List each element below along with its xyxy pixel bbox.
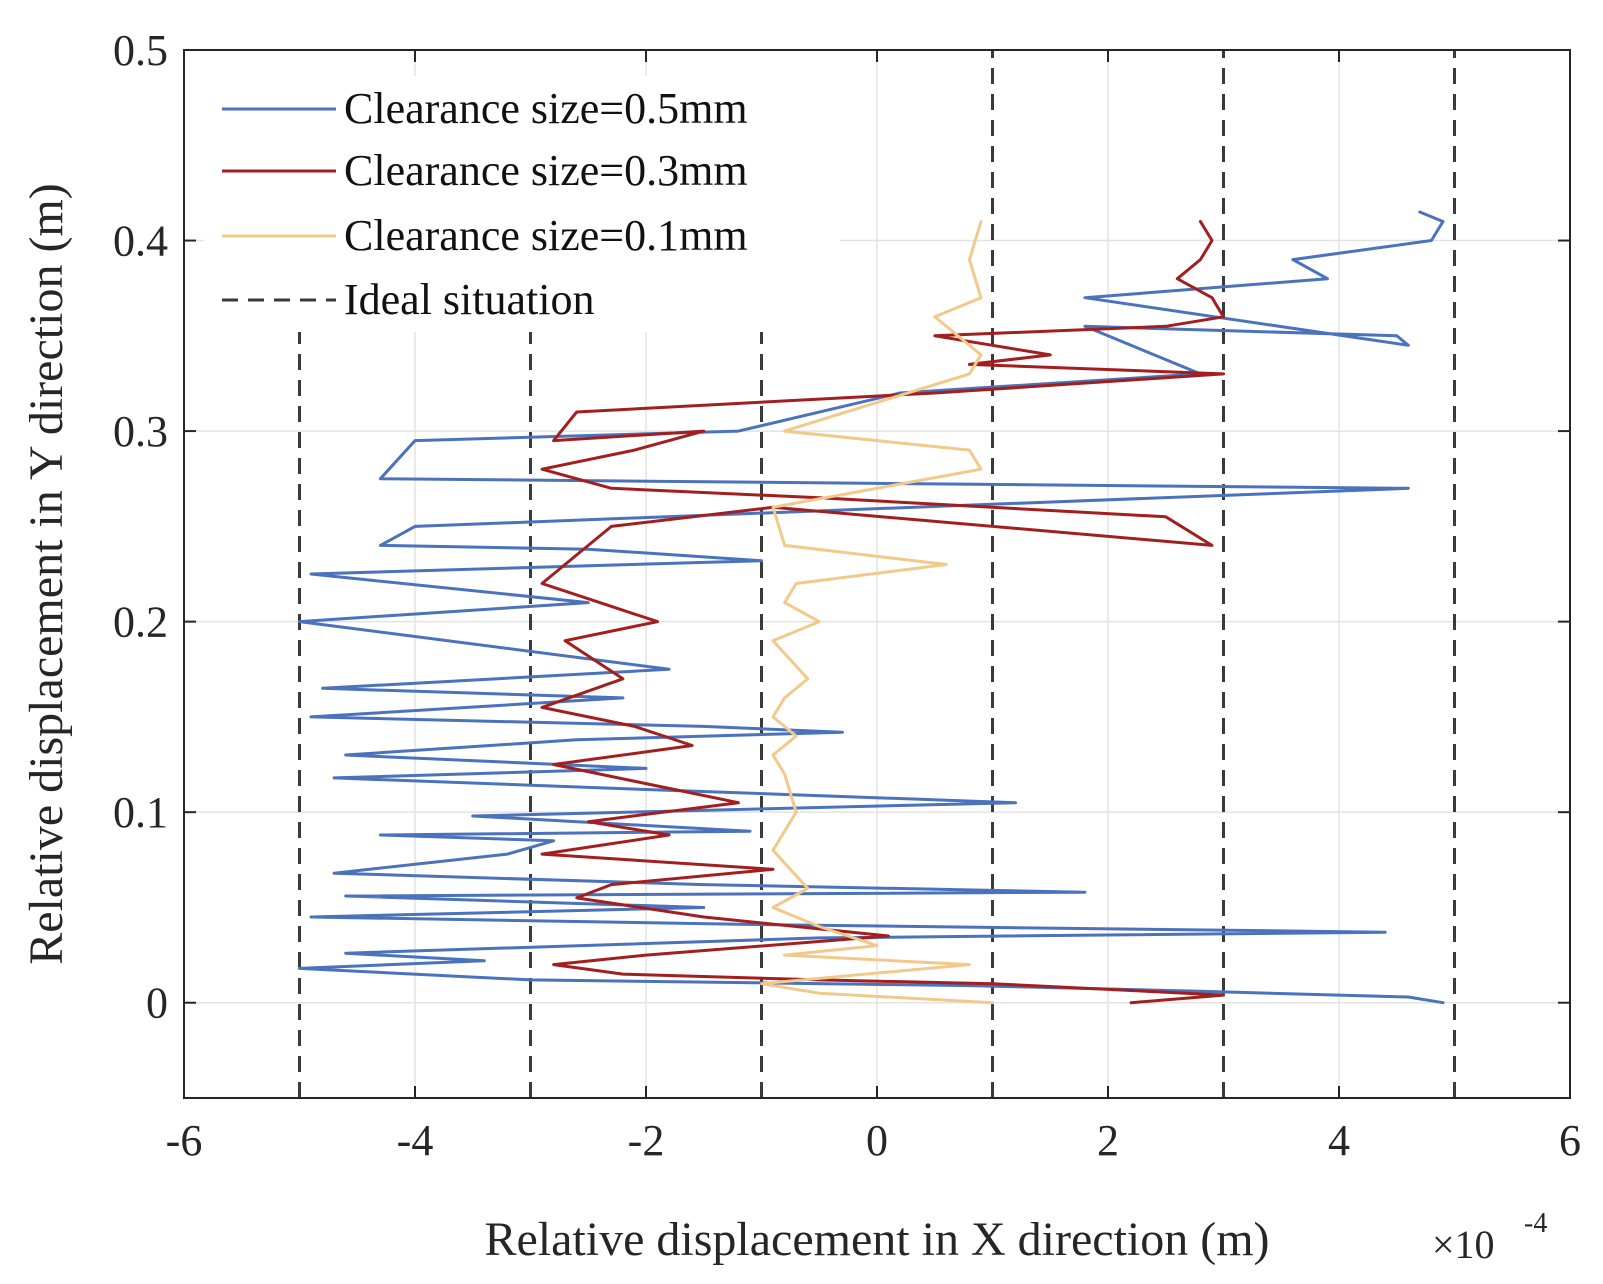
y-tick-label: 0.3 [113,407,168,456]
x-tick-label: 2 [1097,1116,1119,1165]
y-tick-label: 0.5 [113,26,168,75]
series-line-0.3mm [540,220,1225,1005]
x-tick-label: -6 [166,1116,203,1165]
legend: Clearance size=0.5mm Clearance size=0.3m… [204,76,840,332]
legend-box [204,76,840,332]
legend-item: Clearance size=0.5mm [222,84,748,133]
x-exponent: ×10 -4 [1432,1208,1547,1267]
x-tick-label: -4 [397,1116,434,1165]
x-exponent-base: ×10 [1432,1222,1495,1267]
series-line-0.5mm [298,210,1445,1005]
legend-label: Clearance size=0.5mm [344,84,748,133]
tick-labels: -6 -4 -2 0 2 4 6 0 0.1 0.2 0.3 0.4 0.5 [113,26,1581,1165]
legend-item: Clearance size=0.3mm [222,146,748,195]
y-tick-label: 0.2 [113,598,168,647]
legend-item: Clearance size=0.1mm [222,211,748,260]
x-tick-label: 6 [1559,1116,1581,1165]
series-line-0.1mm [760,220,994,1005]
y-tick-label: 0.1 [113,788,168,837]
legend-item: Ideal situation [222,275,595,324]
y-axis-label: Relative displacement in Y direction (m) [20,183,73,965]
y-tick-label: 0.4 [113,217,168,266]
legend-label: Ideal situation [344,275,595,324]
ideal-situation-lines [298,50,1456,1098]
legend-label: Clearance size=0.1mm [344,211,748,260]
x-axis-label: Relative displacement in X direction (m) [484,1213,1269,1266]
x-tick-label: -2 [628,1116,665,1165]
x-tick-label: 0 [866,1116,888,1165]
ticks [183,49,1571,1098]
series-lines [298,210,1445,1005]
y-tick-label: 0 [146,979,168,1028]
legend-label: Clearance size=0.3mm [344,146,748,195]
x-exponent-power: -4 [1524,1208,1547,1239]
x-tick-label: 4 [1328,1116,1350,1165]
